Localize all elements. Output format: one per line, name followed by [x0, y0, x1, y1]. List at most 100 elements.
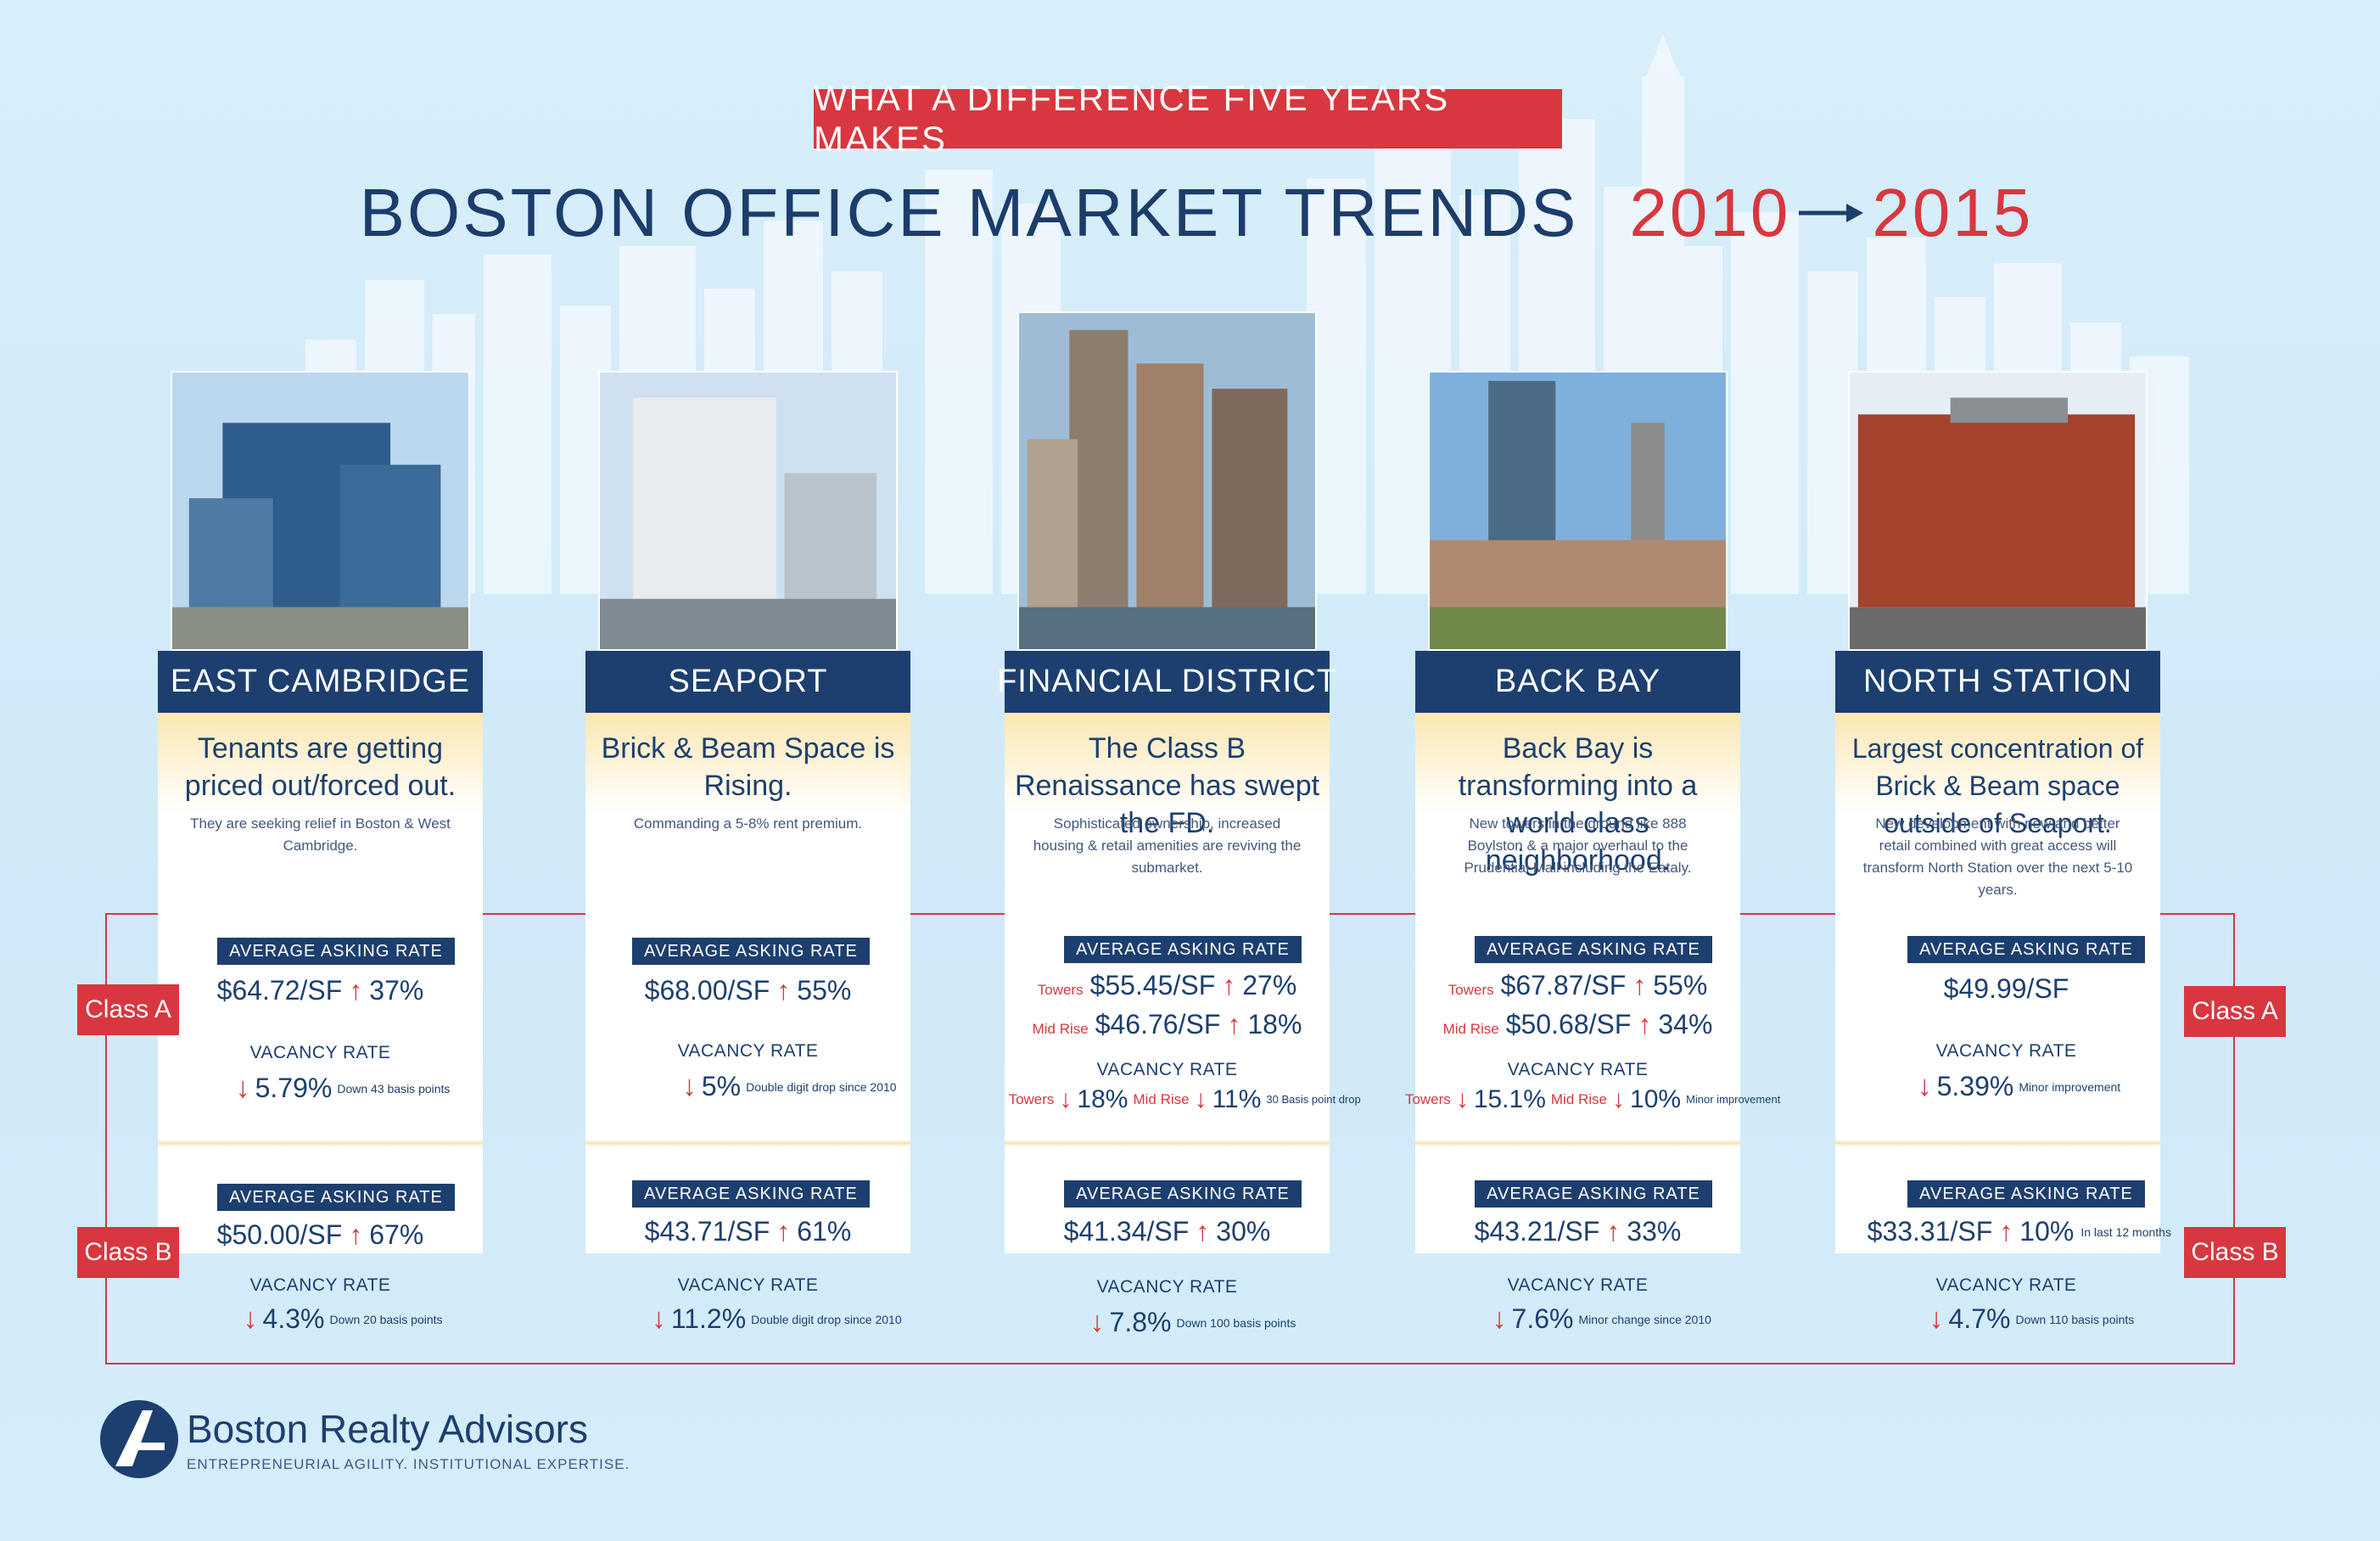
- asking-rate-label: AVERAGE ASKING RATE: [1475, 1180, 1712, 1208]
- vacancy-note: Minor change since 2010: [1578, 1312, 1711, 1326]
- arrow-down-icon: ↓: [1194, 1085, 1207, 1113]
- vacancy-value: 11.2%: [670, 1303, 747, 1334]
- asking-rate-label: AVERAGE ASKING RATE: [632, 1180, 870, 1208]
- class-b-vacancy: ↓ 4.7% Down 110 basis points: [1844, 1303, 2169, 1336]
- class-separator: [1835, 1140, 2160, 1146]
- rate-change-note: In last 12 months: [2080, 1224, 2171, 1239]
- company-logo-icon: [100, 1400, 178, 1478]
- neighborhood-name: BACK BAY: [1415, 651, 1740, 713]
- class-b-rate: $43.21/SF ↑ 33%: [1415, 1216, 1740, 1247]
- arrow-down-icon: ↓: [1492, 1303, 1507, 1335]
- arrow-down-icon: ↓: [1059, 1085, 1072, 1113]
- rate-change: 30%: [1216, 1216, 1271, 1247]
- class-separator: [158, 1140, 483, 1146]
- rate-change: 18%: [1247, 1009, 1302, 1039]
- class-b-vacancy: ↓ 4.3% Down 20 basis points: [158, 1303, 483, 1336]
- class-a-vacancy: Towers ↓ 18% Mid Rise ↓ 11% 30 Basis poi…: [1005, 1085, 1361, 1114]
- class-b-tag-left: Class B: [77, 1227, 179, 1278]
- vacancy-value: 5%: [701, 1071, 742, 1101]
- class-b-rate: $33.31/SF ↑ 10% In last 12 months: [1844, 1216, 2171, 1247]
- midrise-label: Mid Rise: [1550, 1091, 1608, 1107]
- asking-rate-label: AVERAGE ASKING RATE: [632, 938, 870, 965]
- midrise-label: Mid Rise: [1442, 1021, 1499, 1037]
- class-a-tag-left: Class A: [77, 984, 179, 1035]
- towers-label: Towers: [1008, 1091, 1055, 1107]
- headline: Largest concentration of Brick & Beam sp…: [1851, 733, 2144, 838]
- class-a-rate: $68.00/SF ↑ 55%: [585, 975, 910, 1006]
- class-a-rate: $64.72/SF ↑ 37%: [158, 975, 483, 1006]
- rate-change: 55%: [797, 975, 852, 1006]
- vacancy-rate-label: VACANCY RATE: [1096, 1060, 1238, 1079]
- headline: Brick & Beam Space is Rising.: [601, 732, 895, 802]
- class-b-vacancy: ↓ 7.8% Down 100 basis points: [1005, 1306, 1330, 1339]
- column-east-cambridge: EAST CAMBRIDGE Tenants are getting price…: [158, 371, 483, 1363]
- headline: The Class B Renaissance has swept the FD…: [1014, 732, 1320, 839]
- asking-rate-label: AVERAGE ASKING RATE: [217, 1184, 455, 1211]
- vacancy-value: 5.39%: [1936, 1071, 2014, 1101]
- vacancy-note: Minor improvement: [1686, 1093, 1781, 1106]
- towers-vacancy: 15.1%: [1473, 1085, 1546, 1113]
- class-b-vacancy: ↓ 11.2% Double digit drop since 2010: [585, 1303, 910, 1336]
- rate-value: $49.99/SF: [1943, 973, 2069, 1004]
- midrise-label: Mid Rise: [1032, 1021, 1089, 1037]
- class-a-midrise-rate: Mid Rise $50.68/SF ↑ 34%: [1415, 1009, 1740, 1040]
- neighborhood-name: FINANCIAL DISTRICT: [997, 651, 1336, 713]
- arrow-up-icon: ↑: [776, 975, 791, 1006]
- rate-value: $64.72/SF: [216, 975, 343, 1006]
- vacancy-value: 5.79%: [255, 1073, 333, 1103]
- class-separator: [585, 1140, 910, 1146]
- towers-vacancy: 18%: [1077, 1085, 1128, 1113]
- rate-change: 33%: [1627, 1216, 1682, 1247]
- vacancy-value: 4.3%: [262, 1303, 325, 1334]
- rate-change: 27%: [1242, 970, 1297, 1000]
- class-a-vacancy: ↓ 5.79% Down 43 basis points: [158, 1072, 483, 1105]
- arrow-down-icon: ↓: [243, 1303, 258, 1335]
- info-panel: Tenants are getting priced out/forced ou…: [158, 713, 483, 1253]
- asking-rate-label: AVERAGE ASKING RATE: [1064, 936, 1302, 963]
- rate-change: 37%: [369, 975, 424, 1006]
- photo-seaport: [598, 371, 898, 651]
- rate-change: 67%: [369, 1219, 424, 1250]
- arrow-up-icon: ↑: [1638, 1009, 1652, 1039]
- class-a-towers-rate: Towers $55.45/SF ↑ 27%: [1005, 970, 1330, 1001]
- info-panel: The Class B Renaissance has swept the FD…: [1005, 713, 1330, 1253]
- vacancy-note: Down 20 basis points: [329, 1312, 443, 1326]
- arrow-up-icon: ↑: [1606, 1216, 1621, 1247]
- vacancy-value: 7.6%: [1511, 1303, 1574, 1334]
- headline: Back Bay is transforming into a world cl…: [1458, 732, 1698, 877]
- rate-value: $68.00/SF: [644, 975, 770, 1006]
- vacancy-value: 4.7%: [1948, 1303, 2011, 1334]
- neighborhood-name: SEAPORT: [585, 651, 910, 713]
- year-range: 2010 2015: [1629, 174, 2033, 252]
- photo-north-station: [1848, 371, 2148, 651]
- asking-rate-label: AVERAGE ASKING RATE: [1907, 1180, 2145, 1208]
- vacancy-value: 7.8%: [1109, 1307, 1172, 1337]
- top-banner: WHAT A DIFFERENCE FIVE YEARS MAKES: [814, 78, 1562, 159]
- top-banner-text: WHAT A DIFFERENCE FIVE YEARS MAKES: [814, 78, 1450, 159]
- vacancy-note: Double digit drop since 2010: [746, 1079, 897, 1094]
- class-a-midrise-rate: Mid Rise $46.76/SF ↑ 18%: [1005, 1009, 1330, 1040]
- arrow-down-icon: ↓: [235, 1072, 250, 1104]
- vacancy-rate-label: VACANCY RATE: [249, 1275, 391, 1295]
- page-title-text: BOSTON OFFICE MARKET TRENDS: [359, 175, 1579, 250]
- vacancy-rate-label: VACANCY RATE: [1096, 1277, 1238, 1297]
- vacancy-rate-label: VACANCY RATE: [1935, 1275, 2077, 1295]
- vacancy-rate-label: VACANCY RATE: [677, 1275, 819, 1295]
- asking-rate-label: AVERAGE ASKING RATE: [1475, 936, 1712, 963]
- column-financial-district: FINANCIAL DISTRICT The Class B Renaissan…: [997, 311, 1361, 1363]
- subtext: New towers in the ground like 888 Boylst…: [1464, 815, 1692, 876]
- neighborhood-name: EAST CAMBRIDGE: [158, 651, 483, 713]
- asking-rate-label: AVERAGE ASKING RATE: [217, 938, 455, 965]
- photo-financial-district: [1017, 311, 1317, 651]
- info-panel: Back Bay is transforming into a world cl…: [1415, 713, 1740, 1253]
- class-b-tag-right: Class B: [2184, 1227, 2286, 1278]
- arrow-up-icon: ↑: [1222, 970, 1236, 1000]
- arrow-up-icon: ↑: [349, 975, 363, 1006]
- year-end: 2015: [1872, 175, 2034, 250]
- subtext: Sophisticated ownership, increased housi…: [1033, 815, 1302, 876]
- class-a-tag-right: Class A: [2184, 986, 2286, 1037]
- arrow-up-icon: ↑: [1196, 1216, 1210, 1247]
- photo-back-bay: [1428, 371, 1728, 651]
- rate-value: $43.71/SF: [644, 1216, 770, 1247]
- arrow-down-icon: ↓: [651, 1303, 666, 1335]
